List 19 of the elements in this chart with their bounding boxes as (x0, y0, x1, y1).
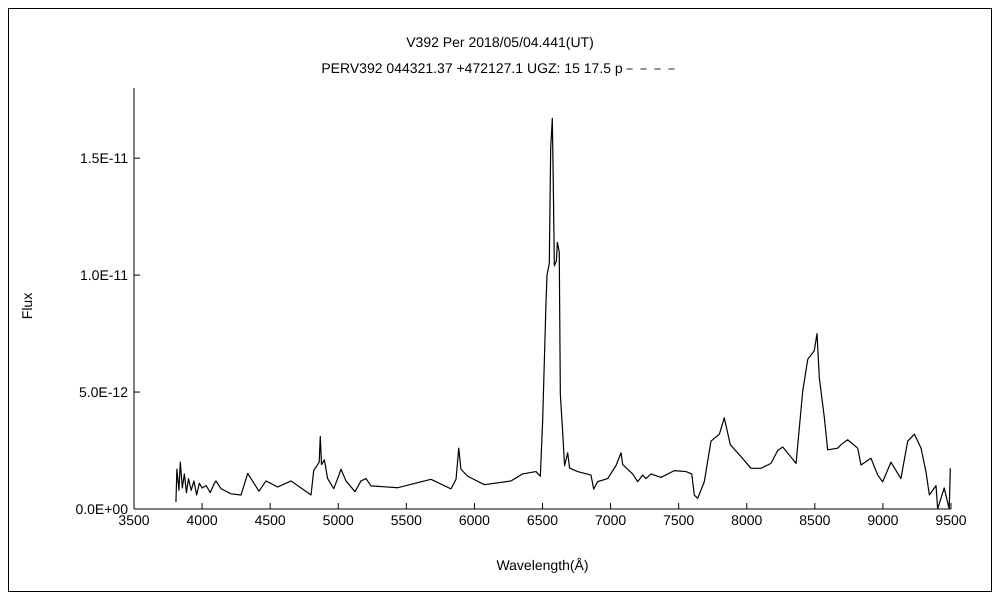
x-tick-label: 4500 (254, 512, 286, 528)
x-tick-label: 8000 (731, 512, 763, 528)
x-tick-label: 5500 (390, 512, 422, 528)
y-tick-label: 1.0E-11 (80, 267, 128, 284)
x-tick-label: 9000 (867, 512, 899, 528)
y-tick-label: 1.5E-11 (80, 150, 128, 166)
x-axis-title: Wavelength(Å) (495, 557, 590, 573)
y-tick-label: 5.0E-12 (78, 384, 128, 400)
x-tick-label: 9500 (935, 512, 967, 528)
x-tick-label: 4000 (186, 512, 218, 528)
x-tick-label: 8500 (799, 512, 831, 528)
chart-subtitle: PERV392 044321.37 +472127.1 UGZ: 15 17.5 p－－－－ (320, 60, 680, 78)
x-tick-label: 7500 (663, 512, 694, 528)
x-tick-label: 7000 (595, 512, 626, 528)
x-tick-label: 6000 (458, 512, 490, 528)
x-tick-label: 6500 (526, 512, 558, 528)
x-tick-label: 5000 (322, 512, 354, 528)
y-axis-title: Flux (19, 292, 35, 320)
chart-title: V392 Per 2018/05/04.441(UT) (405, 34, 595, 50)
